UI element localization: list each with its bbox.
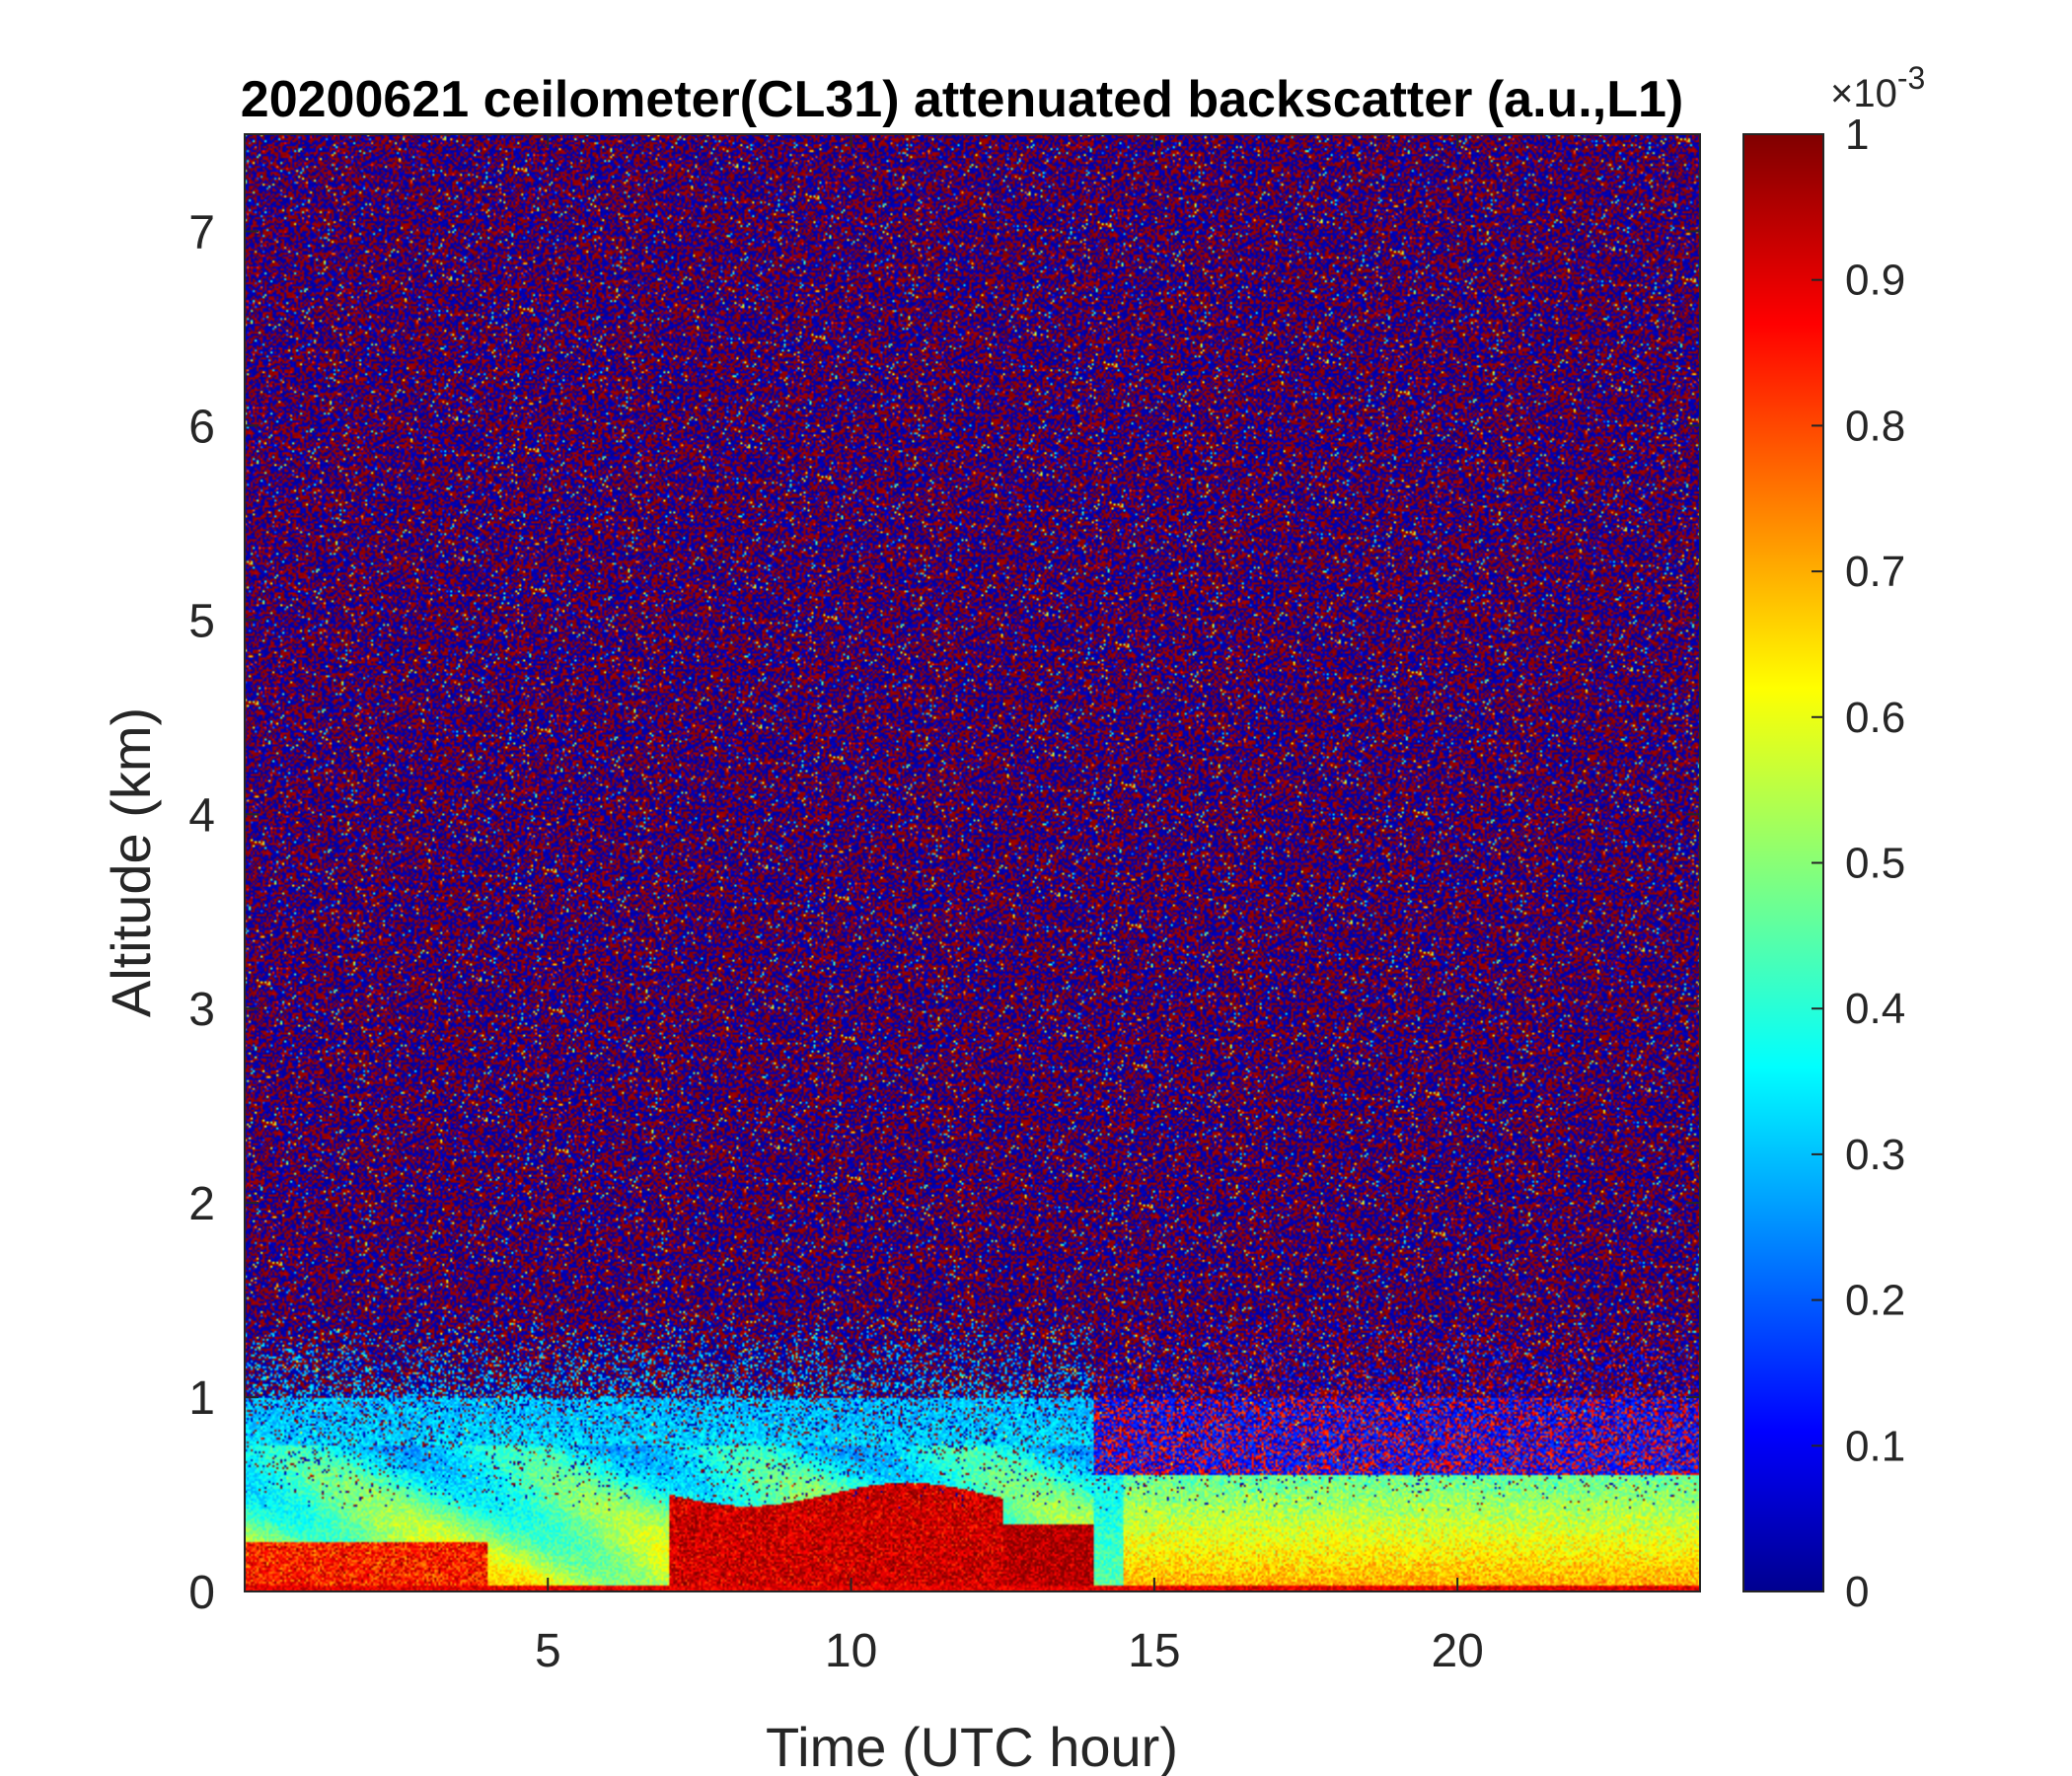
y-tick-label: 4 [188,789,215,842]
colorbar-gradient [1742,133,1824,1592]
colorbar-tick-label: 0.4 [1845,985,1905,1033]
y-axis-label: Altitude (km) [100,707,162,1017]
colorbar: 0 0.1 0.2 0.3 0.4 0.5 0.6 0.7 0.8 0.9 1 ×10-3 [1742,60,1925,1616]
colorbar-multiplier-exponent: -3 [1897,60,1925,96]
y-tick-label: 5 [188,595,215,647]
plot-frame [244,133,1701,1592]
y-axis: 0 1 2 3 4 5 6 7 [188,206,1700,1619]
y-tick-label: 0 [188,1567,215,1619]
colorbar-tick-label: 0.3 [1845,1131,1905,1179]
heatmap-image [245,134,1700,1591]
colorbar-tick-label: 0.6 [1845,694,1905,742]
x-tick-label: 15 [1128,1625,1180,1677]
colorbar-multiplier: ×10-3 [1830,60,1925,115]
plot-area [244,133,1701,1592]
y-tick-label: 3 [188,984,215,1036]
y-tick-label: 1 [188,1372,215,1425]
colorbar-tick-label: 0.8 [1845,402,1905,450]
x-tick-label: 10 [825,1625,877,1677]
colorbar-multiplier-base: ×10 [1830,72,1897,115]
colorbar-tick-label: 1 [1845,111,1869,159]
colorbar-ticks: 0 0.1 0.2 0.3 0.4 0.5 0.6 0.7 0.8 0.9 1 [1812,111,1905,1616]
chart-title: 20200621 ceilometer(CL31) attenuated bac… [241,71,1683,128]
colorbar-tick-label: 0.2 [1845,1277,1905,1325]
y-tick-label: 6 [188,401,215,453]
colorbar-tick-label: 0.7 [1845,548,1905,596]
colorbar-tick-label: 0.1 [1845,1422,1905,1470]
colorbar-tick-label: 0 [1845,1568,1869,1616]
x-tick-label: 5 [535,1625,561,1677]
y-tick-label: 7 [188,206,215,259]
colorbar-tick-label: 0.9 [1845,257,1905,305]
x-tick-label: 20 [1431,1625,1483,1677]
x-axis-label: Time (UTC hour) [766,1716,1178,1776]
colorbar-tick-label: 0.5 [1845,840,1905,888]
y-tick-label: 2 [188,1178,215,1230]
x-axis: 5 10 15 20 [535,134,1484,1677]
